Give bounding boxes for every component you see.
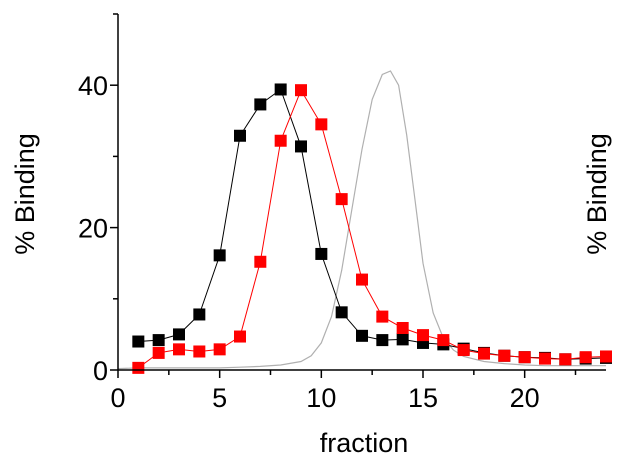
data-point <box>478 347 490 360</box>
data-point <box>335 193 348 206</box>
data-point <box>335 306 348 319</box>
data-point <box>234 129 246 142</box>
x-axis-title: fraction <box>320 428 409 458</box>
data-point <box>173 328 185 341</box>
x-tick-label: 5 <box>212 383 227 413</box>
data-point <box>376 310 389 323</box>
data-point <box>498 349 511 362</box>
series-line <box>138 88 607 360</box>
data-point <box>579 351 592 364</box>
data-point <box>193 308 206 321</box>
data-point <box>600 350 612 363</box>
x-tick-label: 10 <box>306 383 336 413</box>
data-point <box>396 333 409 346</box>
series-0 <box>132 83 612 366</box>
series-2 <box>117 70 606 370</box>
series-line <box>138 89 607 369</box>
series-1 <box>132 84 612 374</box>
data-point <box>295 140 307 153</box>
x-tick-label: 0 <box>110 383 125 413</box>
data-point <box>518 351 531 364</box>
data-point <box>295 84 307 97</box>
data-point <box>437 334 450 347</box>
data-point <box>539 352 551 365</box>
data-point <box>315 118 328 131</box>
axes <box>117 14 606 371</box>
data-point <box>457 344 470 357</box>
series-line <box>117 70 606 370</box>
data-point <box>152 334 165 347</box>
ticks: 0 5 10 15 20 0 20 40 <box>78 13 577 413</box>
data-point <box>152 346 165 359</box>
data-point <box>234 330 246 343</box>
data-point <box>356 329 368 342</box>
y-tick-label: 20 <box>78 214 108 244</box>
x-tick-label: 20 <box>510 383 540 413</box>
y-axis-title: % Binding <box>10 133 40 255</box>
data-point <box>417 329 429 342</box>
y-axis-title-right: % Binding <box>582 133 612 255</box>
plot-area <box>117 70 612 374</box>
x-tick-label: 15 <box>408 383 438 413</box>
y-tick-label: 40 <box>78 71 108 101</box>
data-point <box>132 361 145 374</box>
data-point <box>356 273 368 286</box>
data-point <box>193 345 206 358</box>
data-point <box>274 134 287 147</box>
data-point <box>559 353 572 366</box>
data-point <box>376 334 389 347</box>
data-point <box>213 249 226 262</box>
data-point <box>396 321 409 334</box>
data-point <box>173 343 185 356</box>
data-point <box>213 343 226 356</box>
data-point <box>254 98 267 111</box>
data-point <box>254 255 267 268</box>
data-point <box>132 335 145 348</box>
data-point <box>274 83 287 96</box>
data-point <box>315 247 328 260</box>
y-tick-label: 0 <box>93 356 108 386</box>
